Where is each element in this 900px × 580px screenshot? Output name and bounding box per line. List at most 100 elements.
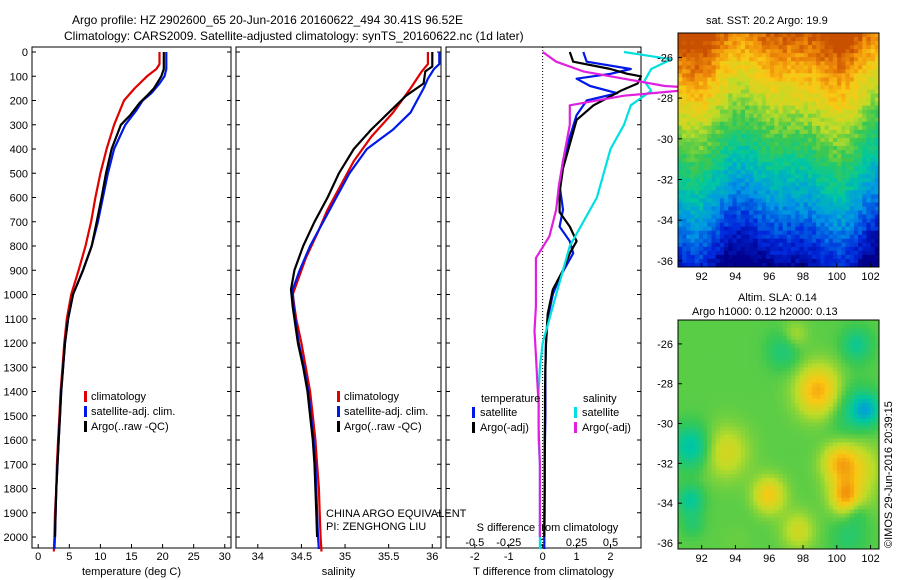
map-cell [841,129,846,135]
map-cell [749,434,754,439]
map-cell [774,254,779,260]
map-cell [745,375,750,380]
map-cell [770,166,775,171]
map-cell [749,214,754,219]
map-cell [845,434,851,439]
map-cell [828,446,834,451]
x-axis-label: temperature (deg C) [82,566,181,578]
map-cell [678,395,683,400]
map-cell [698,226,704,232]
map-cell [824,347,830,352]
map-cell [866,133,872,139]
map-cell [791,89,796,94]
map-cell [870,327,876,333]
map-cell [724,133,729,139]
map-cell [807,470,813,475]
map-cell [824,121,830,127]
map-cell [816,398,821,404]
map-cell [711,335,717,341]
map-cell [807,387,813,392]
map-cell [874,117,880,123]
map-cell [703,387,708,392]
map-cell [719,93,725,98]
map-cell [828,194,834,199]
map-cell [711,53,717,58]
map-cell [770,162,775,167]
map-cell [795,430,800,435]
map-cell [803,41,809,46]
map-cell [690,442,696,447]
map-cell [745,367,750,372]
map-cell [853,133,859,139]
map-cell [761,367,767,372]
map-cell [757,262,763,268]
map-cell [858,335,863,341]
map-cell [870,359,876,364]
map-cell [757,141,763,147]
map-cell [841,387,846,392]
map-cell [820,355,825,360]
map-cell [874,355,880,360]
map-cell [874,69,880,74]
map-cell [707,158,712,163]
map-cell [858,391,863,396]
map-cell [686,327,691,333]
map-cell [845,41,851,46]
map-cell [778,109,784,115]
map-cell [770,473,775,479]
map-cell [724,218,729,224]
map-cell [698,170,704,175]
map-cell [866,238,872,244]
map-cell [703,226,708,232]
map-cell [765,214,771,219]
map-cell [778,150,784,155]
map-cell [707,422,712,428]
map-cell [757,198,763,203]
map-cell [820,234,825,240]
map-cell [753,446,758,451]
map-cell [749,121,754,127]
map-cell [686,45,691,50]
map-cell [686,454,691,459]
map-cell [732,331,738,337]
map-cell [866,113,872,119]
map-cell [874,375,880,380]
map-cell [770,454,775,459]
map-cell [682,320,687,325]
map-cell [841,53,846,58]
map-cell [678,125,683,131]
map-cell [686,238,691,244]
map-cell [690,470,696,475]
map-cell [778,434,784,439]
map-cell [690,158,696,163]
map-cell [715,327,721,333]
map-cell [678,81,683,86]
map-cell [858,37,863,42]
map-cell [719,166,725,171]
map-cell [807,371,813,376]
map-cell [761,226,767,232]
map-cell [791,222,796,228]
map-cell [870,450,876,455]
map-cell [853,178,859,183]
map-cell [715,426,721,431]
map-cell [862,57,867,62]
map-cell [874,93,880,98]
map-cell [812,33,817,38]
map-cell [807,218,813,224]
map-cell [757,434,763,439]
map-cell [757,150,763,155]
map-cell [870,258,876,264]
map-cell [816,109,821,115]
map-cell [832,323,838,329]
map-cell [858,125,863,131]
map-cell [795,327,800,333]
y-tick-label: 600 [10,193,28,205]
map-cell [795,109,800,115]
map-cell [740,129,746,135]
map-cell [719,226,725,232]
map-cell [698,426,704,431]
map-cell [858,186,863,191]
map-cell [745,387,750,392]
map-cell [807,45,813,50]
